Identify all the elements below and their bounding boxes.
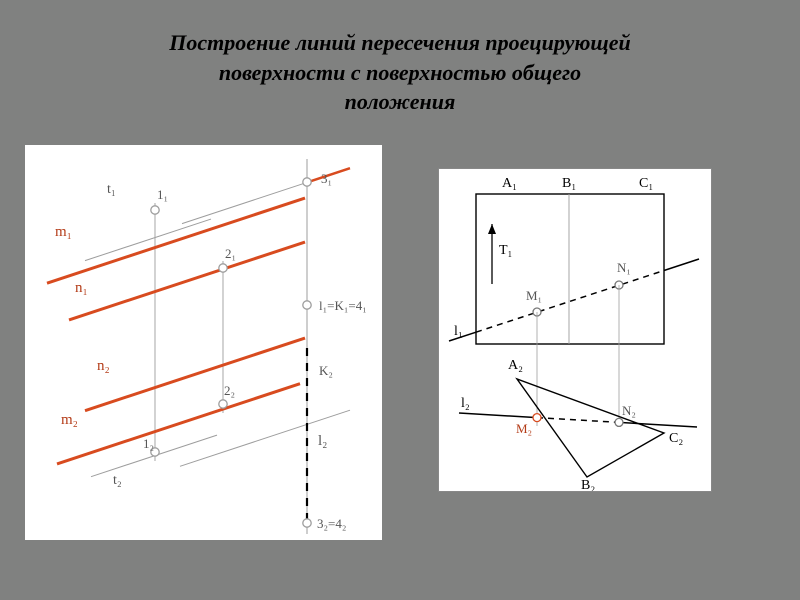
right-diagram-panel: A₁ B₁ C₁ T₁ l₁ M₁ N₁ A₂ B₂ C₂ l₂ M₂ N₂ <box>438 168 712 492</box>
svg-text:A₁: A₁ <box>502 176 517 191</box>
page-title: Построение линий пересечения проецирующе… <box>0 28 800 117</box>
svg-text:N₁: N₁ <box>617 260 631 275</box>
svg-text:1₁: 1₁ <box>157 187 168 202</box>
right-diagram-svg: A₁ B₁ C₁ T₁ l₁ M₁ N₁ A₂ B₂ C₂ l₂ M₂ N₂ <box>439 169 711 491</box>
title-line-3: положения <box>0 87 800 117</box>
svg-text:N₂: N₂ <box>622 403 636 418</box>
svg-text:M₂: M₂ <box>516 421 532 436</box>
svg-text:m₁: m₁ <box>55 224 72 240</box>
svg-text:2₂: 2₂ <box>224 383 235 398</box>
svg-text:3₂=4₂: 3₂=4₂ <box>317 516 346 531</box>
svg-text:l₁: l₁ <box>454 324 463 339</box>
svg-text:B₂: B₂ <box>581 478 595 491</box>
title-line-1: Построение линий пересечения проецирующе… <box>0 28 800 58</box>
left-diagram-panel: 3₁ 1₁ 2₁ l₁=K₁=4₁ 1₂ 2₂ 3₂=4₂ K₂ m₁ n₁ n₂ m₂ t₁ t₂ l₂ <box>25 145 382 540</box>
svg-text:m₂: m₂ <box>61 412 78 428</box>
svg-text:C₁: C₁ <box>639 176 653 191</box>
svg-text:T₁: T₁ <box>499 243 512 258</box>
svg-text:M₁: M₁ <box>526 288 542 303</box>
left-diagram-svg: 3₁ 1₁ 2₁ l₁=K₁=4₁ 1₂ 2₂ 3₂=4₂ K₂ m₁ n₁ n₂ m₂ t₁ t₂ l₂ <box>25 145 382 540</box>
svg-text:K₂: K₂ <box>319 363 333 378</box>
svg-text:l₁=K₁=4₁: l₁=K₁=4₁ <box>319 298 367 313</box>
svg-text:B₁: B₁ <box>562 176 576 191</box>
svg-text:n₂: n₂ <box>97 358 110 374</box>
svg-text:C₂: C₂ <box>669 431 683 446</box>
title-line-2: поверхности с поверхностью общего <box>0 58 800 88</box>
svg-text:l₂: l₂ <box>461 396 470 411</box>
svg-text:t₁: t₁ <box>107 182 116 197</box>
svg-text:t₂: t₂ <box>113 473 122 488</box>
svg-text:l₂: l₂ <box>318 433 327 449</box>
svg-text:1₂: 1₂ <box>143 436 154 451</box>
svg-text:3₁: 3₁ <box>321 171 332 186</box>
svg-text:n₁: n₁ <box>75 280 88 296</box>
svg-text:2₁: 2₁ <box>225 246 236 261</box>
svg-text:A₂: A₂ <box>508 358 523 373</box>
